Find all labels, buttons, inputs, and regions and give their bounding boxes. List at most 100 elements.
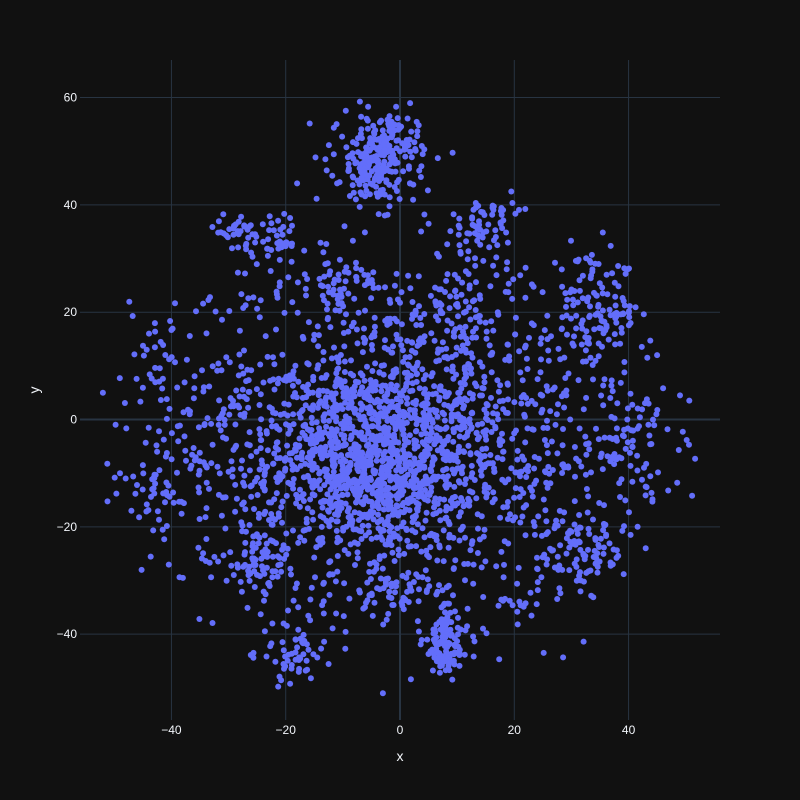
data-point xyxy=(427,648,434,655)
data-point xyxy=(474,550,481,556)
data-point xyxy=(613,319,620,326)
data-point xyxy=(413,378,420,385)
data-point xyxy=(319,504,326,511)
data-point xyxy=(453,293,460,300)
data-point xyxy=(257,445,264,452)
data-point xyxy=(484,417,491,423)
data-point xyxy=(517,602,524,609)
data-point xyxy=(356,203,363,210)
data-point xyxy=(257,361,264,368)
data-point xyxy=(324,491,331,498)
data-point xyxy=(430,626,437,633)
data-point xyxy=(629,437,636,444)
data-point xyxy=(456,662,463,669)
data-point xyxy=(295,604,302,611)
data-point xyxy=(323,167,330,174)
data-point xyxy=(457,626,464,633)
data-point xyxy=(340,527,347,534)
data-point xyxy=(419,151,426,158)
data-point xyxy=(410,497,417,504)
data-point xyxy=(492,403,499,410)
data-point xyxy=(366,410,373,417)
data-point xyxy=(370,269,377,276)
data-point xyxy=(310,651,317,658)
data-point xyxy=(322,156,329,163)
data-point xyxy=(295,539,302,546)
data-point xyxy=(394,503,401,510)
x-axis-title: x xyxy=(397,748,404,764)
data-point xyxy=(621,523,627,530)
data-point xyxy=(398,342,405,349)
data-point xyxy=(563,312,570,319)
data-point xyxy=(612,302,619,309)
y-tick-label: 20 xyxy=(64,305,78,319)
data-point xyxy=(613,425,620,432)
data-point xyxy=(281,400,288,407)
data-point xyxy=(429,667,436,674)
data-point xyxy=(386,296,393,303)
data-point xyxy=(522,344,528,351)
data-point xyxy=(215,558,222,565)
data-point xyxy=(236,327,243,334)
data-point xyxy=(485,484,492,491)
data-point xyxy=(534,579,541,586)
data-point xyxy=(279,240,286,247)
data-point xyxy=(316,387,323,394)
data-point xyxy=(174,469,180,476)
data-point xyxy=(611,461,618,468)
data-point xyxy=(352,196,359,203)
data-point xyxy=(583,451,590,458)
data-point xyxy=(625,322,632,329)
data-point xyxy=(552,259,558,266)
data-point xyxy=(557,590,564,597)
data-point xyxy=(270,354,276,361)
data-point xyxy=(449,368,456,375)
data-point xyxy=(386,203,393,210)
data-point xyxy=(449,149,456,156)
data-point xyxy=(293,580,300,587)
data-point xyxy=(434,155,441,162)
data-point xyxy=(489,499,496,506)
data-point xyxy=(268,521,275,528)
data-point xyxy=(375,284,382,291)
data-point xyxy=(316,470,323,477)
data-point xyxy=(593,425,599,432)
data-point xyxy=(386,439,393,446)
data-point xyxy=(407,285,414,292)
data-point xyxy=(453,344,460,351)
data-point xyxy=(583,358,589,365)
data-point xyxy=(571,498,578,505)
data-point xyxy=(361,339,368,346)
data-point xyxy=(538,574,545,581)
data-point xyxy=(165,561,172,568)
data-point xyxy=(273,326,279,333)
data-point xyxy=(130,473,137,480)
x-tick-label: −40 xyxy=(161,723,182,737)
data-point xyxy=(412,309,419,316)
data-point xyxy=(309,466,316,473)
data-point xyxy=(414,370,420,377)
data-point xyxy=(529,426,536,433)
data-point xyxy=(215,218,222,225)
data-point xyxy=(370,122,377,129)
data-point xyxy=(494,377,501,384)
data-point xyxy=(381,158,388,165)
data-point xyxy=(180,409,187,416)
data-point xyxy=(483,228,490,235)
data-point xyxy=(496,656,503,663)
data-point xyxy=(297,462,304,469)
data-point xyxy=(478,564,485,571)
x-tick-label: 40 xyxy=(622,723,636,737)
data-point xyxy=(525,468,531,475)
data-point xyxy=(369,612,376,619)
data-point xyxy=(156,365,163,372)
data-point xyxy=(414,521,421,528)
data-point xyxy=(415,273,422,280)
data-point xyxy=(583,394,590,401)
data-point xyxy=(284,442,291,449)
data-point xyxy=(487,452,494,458)
data-point xyxy=(195,544,202,551)
data-point xyxy=(142,439,149,446)
data-point xyxy=(368,295,375,302)
